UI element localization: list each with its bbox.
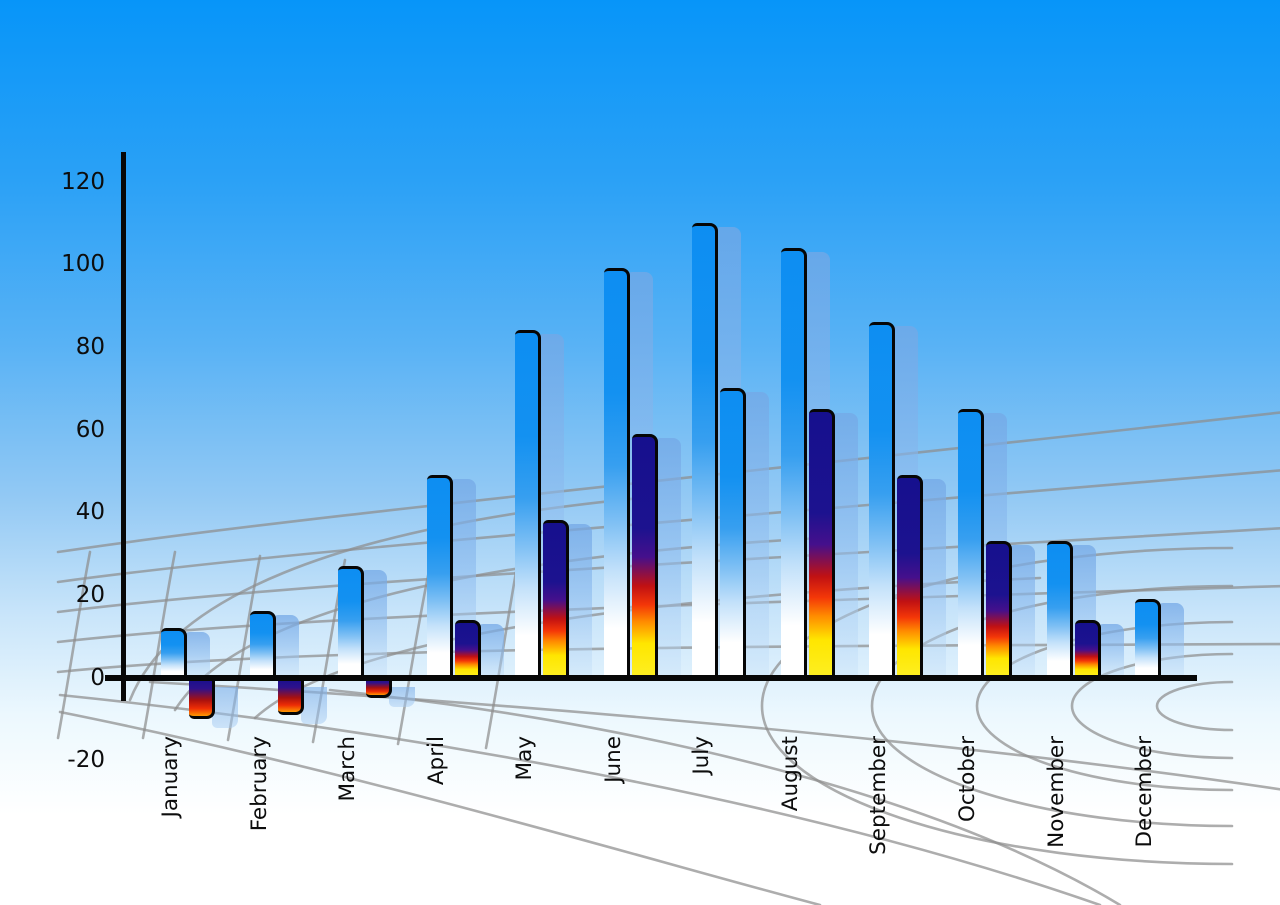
bar-secondary-october xyxy=(985,541,1012,678)
bar-primary-january xyxy=(161,627,187,678)
month-label-september: September xyxy=(866,736,892,855)
bar-primary-june xyxy=(603,268,630,678)
bar-primary-august xyxy=(780,247,807,678)
month-label-february: February xyxy=(246,736,272,832)
bar-shadow-secondary-august xyxy=(831,412,858,682)
bar-shadow-primary-february xyxy=(272,615,299,682)
month-label-july: July xyxy=(689,736,715,775)
bar-secondary-april xyxy=(454,619,481,678)
month-label-april: April xyxy=(423,736,449,786)
bar-primary-october xyxy=(957,408,984,678)
bar-shadow-secondary-april xyxy=(477,623,504,682)
bar-primary-july xyxy=(692,222,719,678)
bar-primary-may xyxy=(515,330,542,678)
bar-shadow-primary-january xyxy=(184,631,210,682)
bar-secondary-september xyxy=(897,474,924,678)
month-label-october: October xyxy=(954,736,980,823)
bar-primary-march xyxy=(338,565,365,678)
bar-secondary-january xyxy=(189,677,215,719)
bar-primary-september xyxy=(869,322,896,678)
y-tick-label: -20 xyxy=(67,747,105,774)
bar-primary-february xyxy=(249,611,276,678)
y-axis-line xyxy=(120,152,126,701)
y-tick-label: 60 xyxy=(75,416,105,443)
bar-shadow-secondary-may xyxy=(566,524,593,682)
bar-secondary-july xyxy=(720,388,747,678)
bar-secondary-august xyxy=(808,408,835,678)
bar-primary-december xyxy=(1135,598,1162,678)
month-label-january: January xyxy=(158,736,183,818)
bar-shadow-primary-march xyxy=(361,569,388,682)
bar-secondary-february xyxy=(277,677,304,715)
month-label-march: March xyxy=(335,736,361,802)
bar-shadow-secondary-february xyxy=(300,686,327,724)
bar-primary-november xyxy=(1046,541,1073,678)
month-label-august: August xyxy=(777,736,803,812)
y-tick-label: 80 xyxy=(75,333,105,360)
month-label-june: June xyxy=(600,736,626,783)
bar-shadow-primary-december xyxy=(1158,602,1185,682)
month-label-november: November xyxy=(1043,736,1069,848)
y-tick-label: 100 xyxy=(61,251,105,278)
y-tick-label: 0 xyxy=(90,664,105,691)
bar-shadow-secondary-november xyxy=(1097,623,1124,682)
x-axis-line xyxy=(105,675,1197,681)
bar-shadow-secondary-march xyxy=(389,686,416,708)
y-tick-label: 40 xyxy=(75,499,105,526)
bar-secondary-november xyxy=(1074,619,1101,678)
bar-shadow-secondary-june xyxy=(654,437,681,682)
y-tick-label: 120 xyxy=(61,168,105,195)
month-label-may: May xyxy=(512,736,538,781)
bar-shadow-secondary-october xyxy=(1008,545,1035,682)
bar-shadow-secondary-september xyxy=(920,478,947,682)
bar-shadow-secondary-july xyxy=(743,392,770,682)
bar-secondary-may xyxy=(543,520,570,678)
bar-secondary-march xyxy=(366,677,393,699)
bar-shadow-secondary-january xyxy=(212,686,238,728)
bar-primary-april xyxy=(426,474,453,678)
y-tick-label: 20 xyxy=(75,581,105,608)
bar-secondary-june xyxy=(631,433,658,678)
month-label-december: December xyxy=(1132,736,1158,848)
